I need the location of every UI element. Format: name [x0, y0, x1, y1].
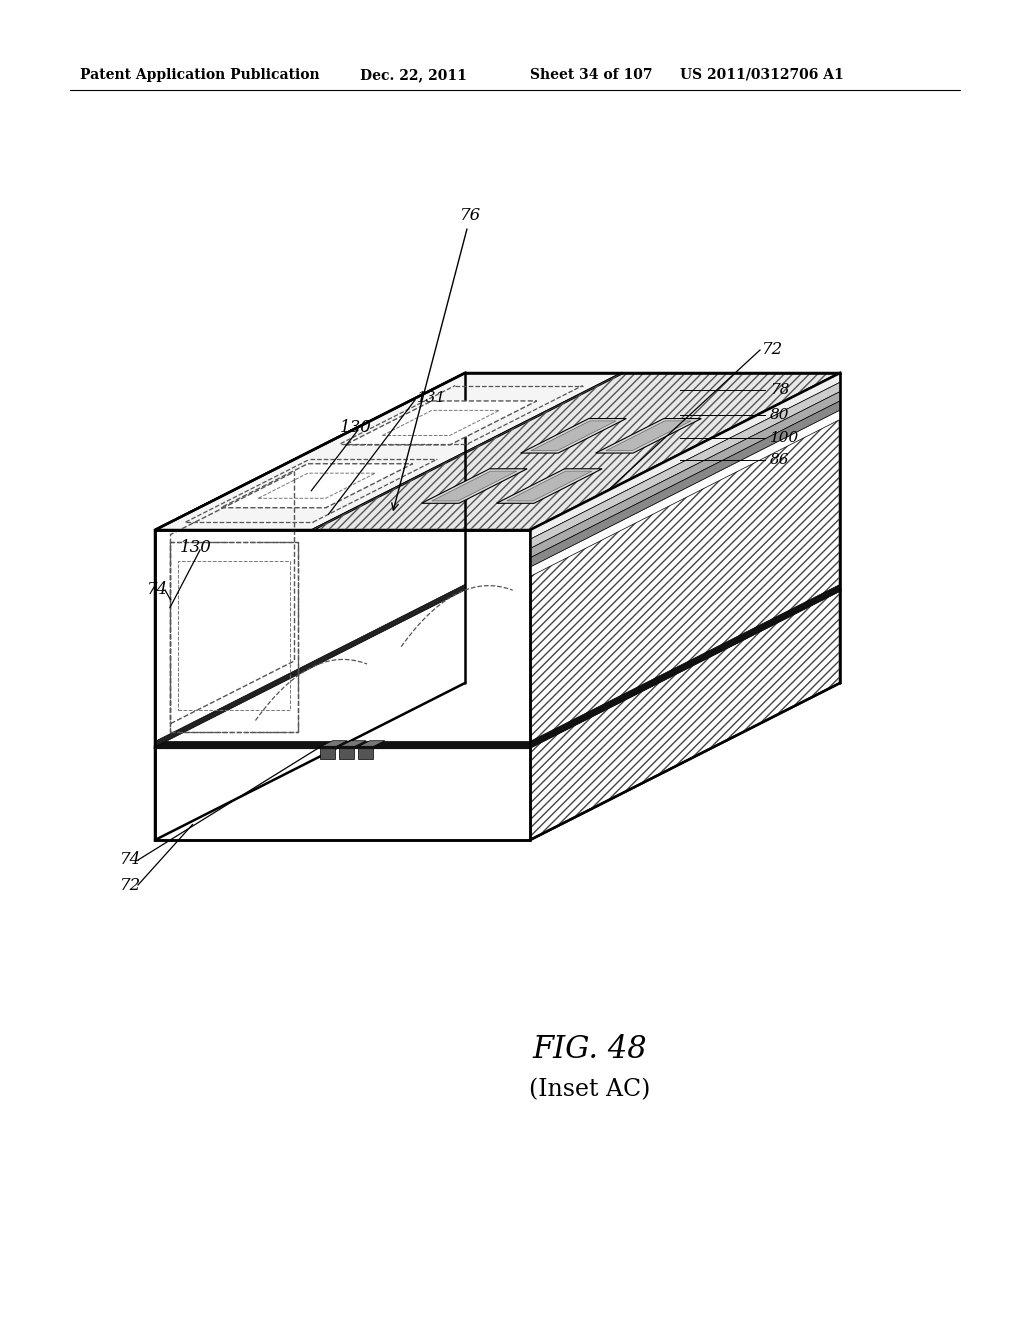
Polygon shape — [432, 471, 517, 502]
Text: 80: 80 — [770, 408, 790, 422]
Polygon shape — [319, 741, 347, 747]
Text: 130: 130 — [180, 540, 212, 557]
Polygon shape — [339, 747, 353, 759]
Text: 72: 72 — [120, 876, 141, 894]
Polygon shape — [530, 401, 840, 568]
Polygon shape — [155, 742, 530, 747]
Text: 100: 100 — [770, 432, 800, 445]
Polygon shape — [345, 401, 537, 445]
Polygon shape — [155, 747, 530, 840]
Text: 76: 76 — [392, 206, 481, 510]
Polygon shape — [155, 531, 530, 747]
Polygon shape — [530, 374, 840, 747]
Polygon shape — [606, 421, 691, 450]
Text: 74: 74 — [147, 582, 168, 598]
Polygon shape — [339, 741, 367, 747]
Polygon shape — [497, 469, 602, 503]
Polygon shape — [382, 411, 500, 436]
Polygon shape — [530, 374, 840, 540]
Polygon shape — [530, 383, 840, 549]
Polygon shape — [596, 418, 701, 453]
Text: Patent Application Publication: Patent Application Publication — [80, 69, 319, 82]
Text: 78: 78 — [770, 383, 790, 397]
Text: US 2011/0312706 A1: US 2011/0312706 A1 — [680, 69, 844, 82]
Polygon shape — [357, 747, 373, 759]
Polygon shape — [155, 374, 623, 531]
Polygon shape — [155, 374, 465, 747]
Polygon shape — [507, 471, 592, 502]
Polygon shape — [357, 741, 385, 747]
Text: (Inset AC): (Inset AC) — [529, 1078, 650, 1101]
Text: 130: 130 — [340, 420, 372, 437]
Text: 72: 72 — [762, 342, 783, 359]
Text: 74: 74 — [120, 851, 141, 869]
Polygon shape — [530, 585, 840, 747]
Text: 131: 131 — [417, 391, 446, 405]
Text: FIG. 48: FIG. 48 — [532, 1035, 647, 1065]
Polygon shape — [155, 585, 465, 747]
Polygon shape — [319, 747, 335, 759]
Polygon shape — [422, 469, 527, 503]
Polygon shape — [530, 421, 616, 450]
Text: Sheet 34 of 107: Sheet 34 of 107 — [530, 69, 652, 82]
Polygon shape — [155, 590, 465, 840]
Polygon shape — [312, 374, 840, 531]
Polygon shape — [530, 411, 840, 577]
Text: 86: 86 — [770, 453, 790, 467]
Polygon shape — [221, 463, 413, 508]
Polygon shape — [530, 590, 840, 840]
Polygon shape — [530, 392, 840, 558]
Text: Dec. 22, 2011: Dec. 22, 2011 — [360, 69, 467, 82]
Polygon shape — [258, 473, 376, 498]
Polygon shape — [520, 418, 627, 453]
